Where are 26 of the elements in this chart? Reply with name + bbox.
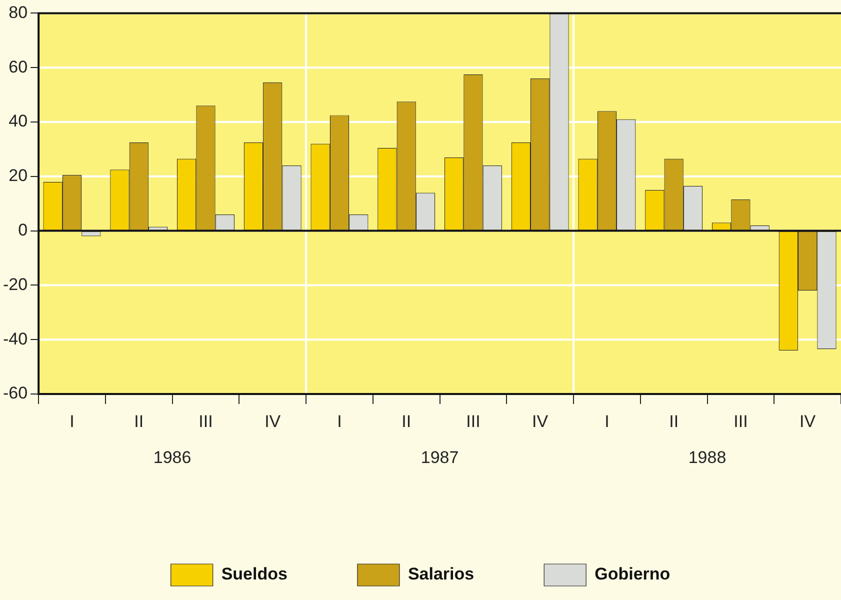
legend-label: Sueldos	[221, 564, 288, 584]
text: 1986	[153, 448, 192, 468]
x-tick-label: I	[337, 412, 342, 431]
y-tick-label: 0	[18, 220, 28, 240]
y-tick-label: -20	[2, 274, 28, 294]
text: 1988	[688, 448, 726, 468]
x-tick-label: IV	[264, 412, 282, 431]
legend-label: Salarios	[408, 564, 474, 584]
x-tick-label: II	[669, 412, 679, 431]
x-tick-label: IV	[532, 412, 549, 431]
y-tick-label: -60	[2, 384, 28, 403]
legend-label: Gobierno	[594, 564, 670, 584]
x-tick-label: III	[466, 412, 480, 431]
x-tick-label: I	[70, 412, 74, 431]
y-tick-label: 60	[8, 57, 28, 76]
y-tick-label: 20	[8, 166, 28, 186]
x-tick-label: IV	[800, 412, 816, 431]
text: 1987	[420, 448, 459, 468]
y-tick-label: 40	[8, 112, 28, 131]
x-tick-label: III	[734, 412, 748, 431]
x-tick-label: II	[134, 412, 144, 431]
x-tick-label: II	[402, 412, 412, 431]
y-tick-label: -40	[2, 329, 28, 348]
x-tick-label: I	[604, 412, 610, 431]
y-tick-label: 80	[8, 2, 28, 22]
x-tick-label: III	[198, 412, 213, 431]
